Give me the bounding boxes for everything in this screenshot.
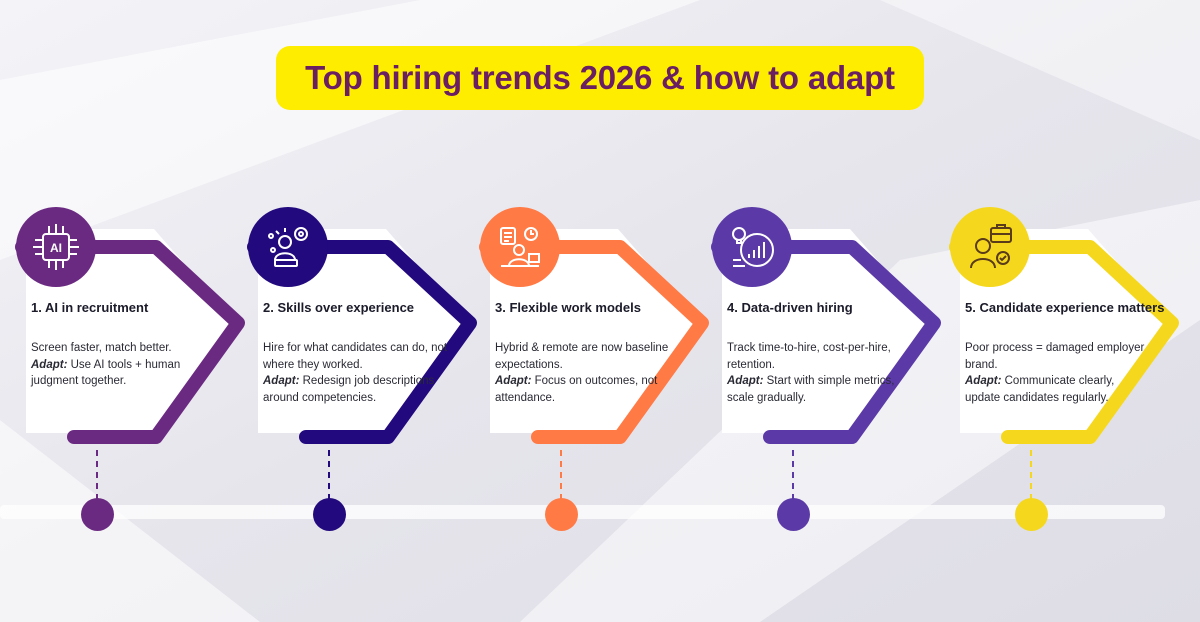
trend-card-2: 2. Skills over experience Hire for what … [247, 205, 496, 545]
timeline-connector [1030, 450, 1032, 500]
trend-description: Hire for what candidates can do, not whe… [263, 342, 448, 371]
trend-body: Hire for what candidates can do, not whe… [263, 340, 448, 406]
timeline-dot [777, 498, 810, 531]
analytics-icon [712, 207, 792, 287]
timeline-dot [545, 498, 578, 531]
trend-card-1: AI 1. AI in recruitment Screen faster, m… [15, 205, 264, 545]
page-title: Top hiring trends 2026 & how to adapt [305, 59, 895, 96]
timeline-connector [792, 450, 794, 500]
trend-card-4: 4. Data-driven hiring Track time-to-hire… [711, 205, 960, 545]
trend-body: Screen faster, match better. Adapt: Use … [31, 340, 216, 390]
card-chevron-outline [711, 240, 941, 444]
candidate-icon [950, 207, 1030, 287]
trend-adapt: Adapt: Focus on outcomes, not attendance… [495, 373, 680, 406]
adapt-label: Adapt: [727, 375, 764, 387]
trend-card-3: 3. Flexible work models Hybrid & remote … [479, 205, 728, 545]
adapt-text: Focus on outcomes, not attendance. [495, 375, 658, 404]
timeline-dot [81, 498, 114, 531]
trend-description: Hybrid & remote are now baseline expecta… [495, 342, 669, 371]
svg-text:AI: AI [50, 241, 62, 255]
adapt-text: Communicate clearly, update candidates r… [965, 375, 1115, 404]
adapt-text: Use AI tools + human judgment together. [31, 358, 181, 388]
card-chevron-outline [15, 240, 245, 444]
person-skills-icon [248, 207, 328, 287]
trend-title: 3. Flexible work models [495, 300, 641, 315]
card-chevron-outline [479, 240, 709, 444]
trend-title: 1. AI in recruitment [31, 300, 149, 315]
ai-chip-icon: AI [16, 207, 96, 287]
trend-description: Screen faster, match better. [31, 342, 172, 354]
trend-description: Poor process = damaged employer brand. [965, 342, 1145, 371]
trend-adapt: Adapt: Communicate clearly, update candi… [965, 373, 1150, 406]
trend-title: 5. Candidate experience matters [965, 300, 1165, 315]
adapt-label: Adapt: [263, 375, 300, 387]
adapt-label: Adapt: [965, 375, 1002, 387]
trend-body: Track time-to-hire, cost-per-hire, reten… [727, 340, 912, 406]
adapt-text: Start with simple metrics, scale gradual… [727, 375, 895, 404]
adapt-label: Adapt: [31, 358, 68, 371]
title-banner: Top hiring trends 2026 & how to adapt [276, 46, 924, 110]
trend-description: Track time-to-hire, cost-per-hire, reten… [727, 342, 891, 371]
card-chevron-outline [247, 240, 477, 444]
adapt-label: Adapt: [495, 375, 532, 387]
trend-body: Poor process = damaged employer brand. A… [965, 340, 1150, 406]
trend-body: Hybrid & remote are now baseline expecta… [495, 340, 680, 406]
timeline-dot [1015, 498, 1048, 531]
card-chevron-outline [949, 240, 1179, 444]
trend-title: 4. Data-driven hiring [727, 300, 853, 315]
remote-work-icon [480, 207, 560, 287]
timeline-connector [560, 450, 562, 500]
timeline-connector [328, 450, 330, 500]
adapt-text: Redesign job descriptions around compete… [263, 375, 435, 404]
trend-adapt: Adapt: Use AI tools + human judgment tog… [31, 357, 216, 390]
timeline-connector [96, 450, 98, 500]
trend-card-5: 5. Candidate experience matters Poor pro… [949, 205, 1198, 545]
trend-adapt: Adapt: Redesign job descriptions around … [263, 373, 448, 406]
trend-title: 2. Skills over experience [263, 300, 415, 315]
timeline-baseline [0, 505, 1165, 519]
trend-adapt: Adapt: Start with simple metrics, scale … [727, 373, 912, 406]
timeline-dot [313, 498, 346, 531]
